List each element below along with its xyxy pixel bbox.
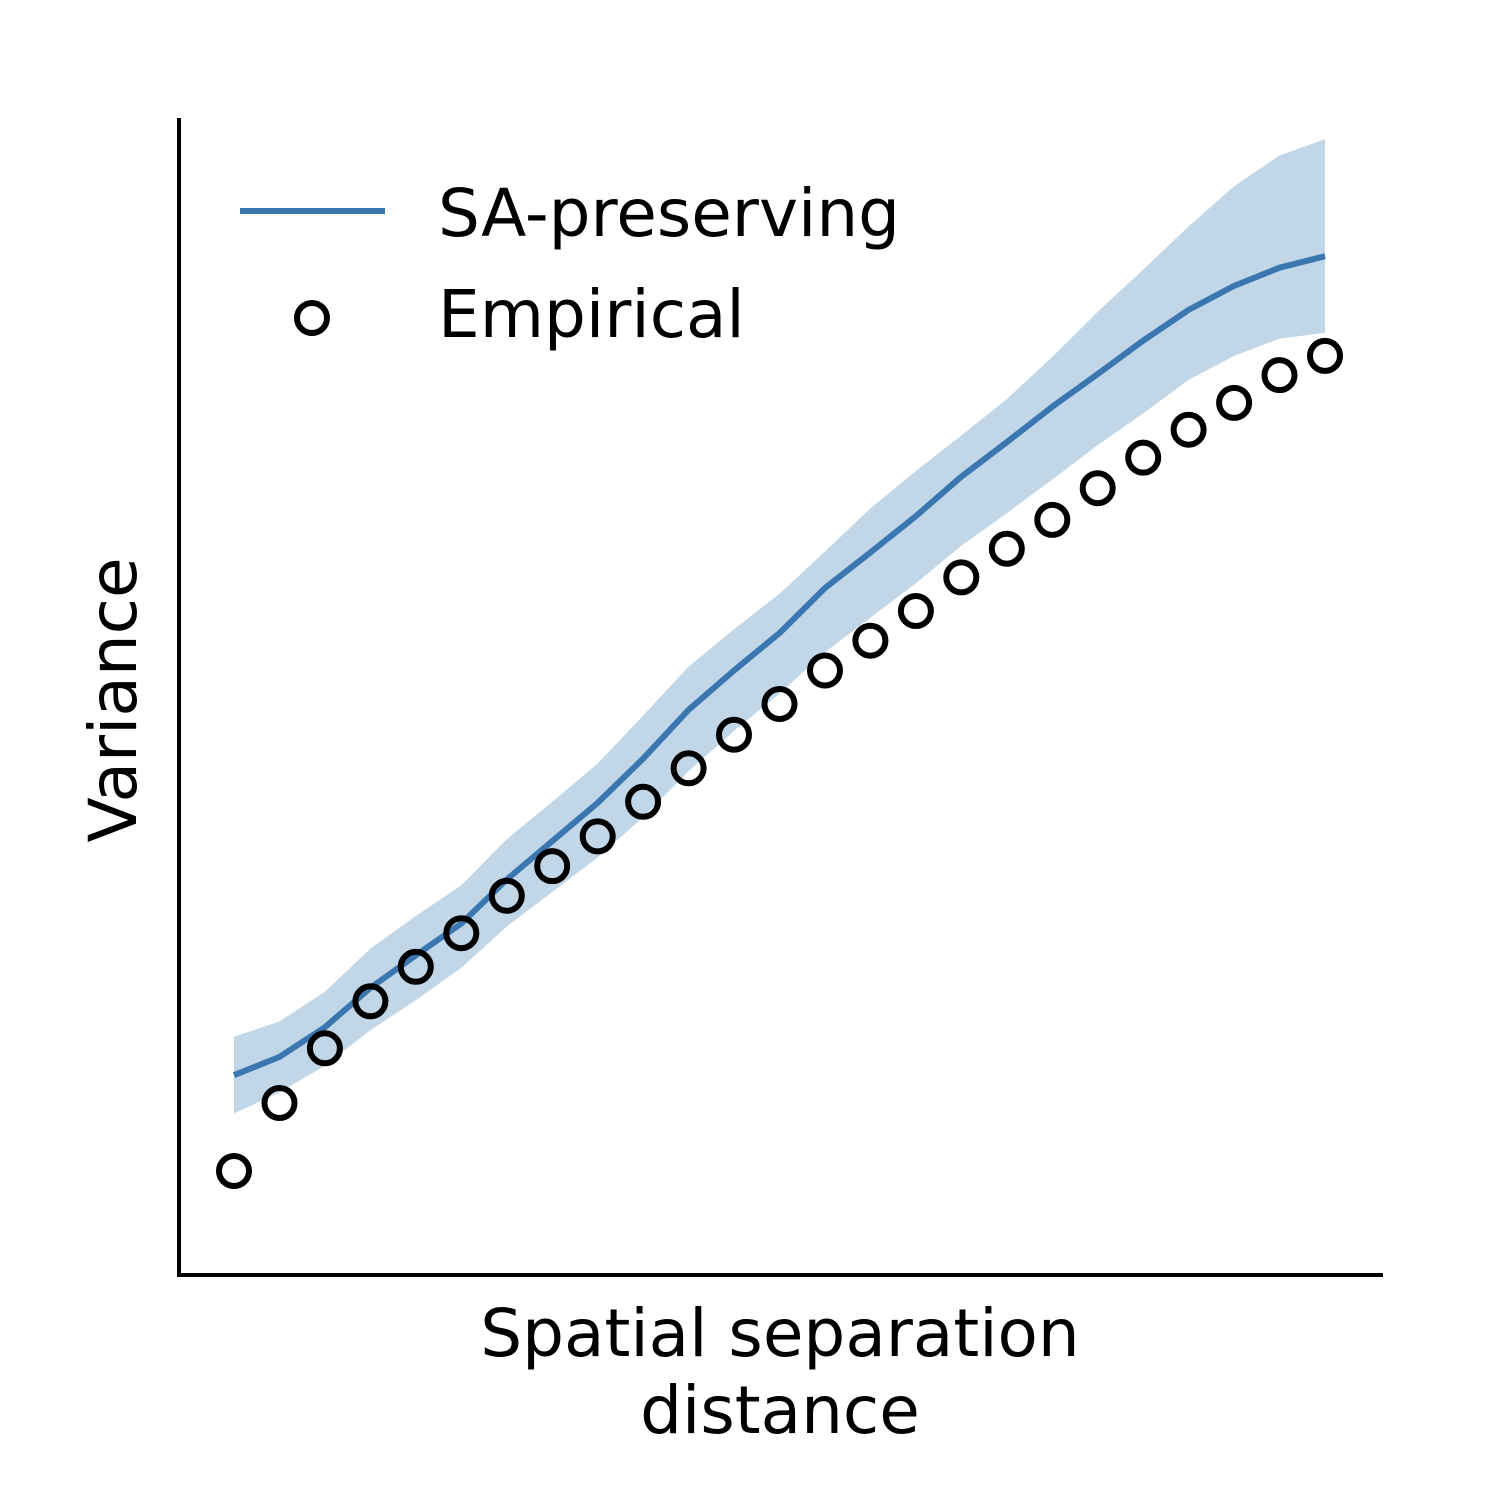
empirical-point bbox=[216, 1153, 252, 1189]
empirical-point bbox=[352, 983, 389, 1020]
empirical-point bbox=[852, 622, 889, 659]
empirical-point bbox=[534, 848, 571, 885]
x-axis-label-line-1: Spatial separation bbox=[480, 1295, 1080, 1372]
empirical-point bbox=[988, 530, 1025, 567]
empirical-point bbox=[1216, 384, 1253, 421]
legend: SA-preserving Empirical bbox=[240, 175, 900, 353]
y-axis-label: Variance bbox=[75, 557, 152, 842]
legend-swatch-empirical bbox=[294, 300, 330, 336]
plot-area bbox=[216, 139, 1343, 1189]
empirical-point bbox=[1034, 501, 1071, 538]
empirical-point bbox=[579, 818, 616, 855]
empirical-point bbox=[761, 686, 798, 722]
empirical-point bbox=[443, 915, 480, 952]
empirical-point bbox=[807, 652, 843, 689]
confidence-band-sa-preserving bbox=[234, 139, 1325, 1114]
empirical-point bbox=[1079, 470, 1116, 507]
empirical-point bbox=[716, 716, 752, 753]
empirical-point bbox=[670, 750, 707, 787]
empirical-point bbox=[1261, 357, 1298, 394]
empirical-point bbox=[897, 593, 934, 629]
empirical-point bbox=[1170, 411, 1207, 448]
empirical-point bbox=[306, 1030, 343, 1067]
empirical-point bbox=[1307, 337, 1343, 374]
empirical-point bbox=[397, 948, 434, 985]
empirical-point bbox=[943, 559, 980, 596]
series-line-sa-preserving bbox=[232, 253, 1326, 1078]
empirical-point bbox=[261, 1085, 298, 1121]
legend-label-sa-preserving: SA-preserving bbox=[438, 175, 900, 252]
x-axis-label-line-2: distance bbox=[640, 1372, 920, 1449]
empirical-point bbox=[1125, 439, 1162, 476]
empirical-point bbox=[488, 877, 525, 914]
legend-label-empirical: Empirical bbox=[438, 276, 745, 353]
empirical-point bbox=[625, 783, 662, 820]
